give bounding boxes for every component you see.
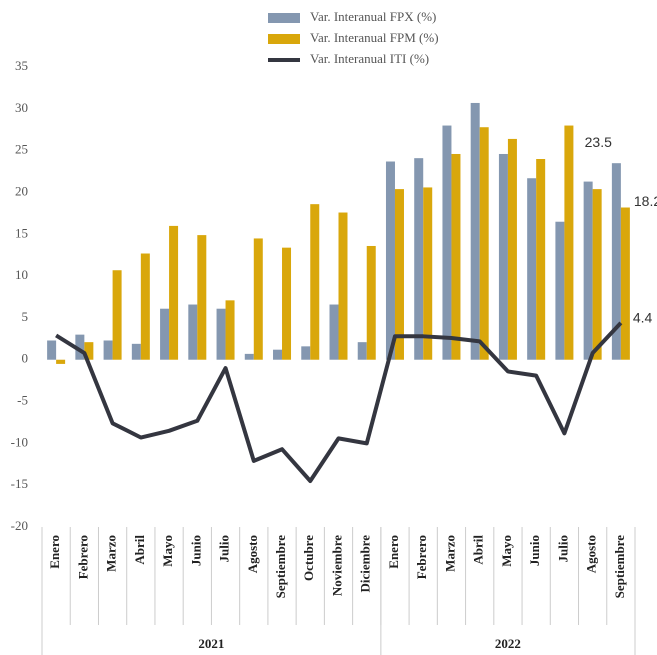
bar <box>225 300 235 360</box>
x-tick-label: Marzo <box>104 535 119 572</box>
bar <box>498 153 508 360</box>
legend-swatch <box>268 13 300 23</box>
bar <box>140 253 150 360</box>
bar <box>282 247 292 360</box>
x-tick-label: Febrero <box>75 535 90 579</box>
y-tick-label: -10 <box>11 434 28 449</box>
bar <box>470 102 480 360</box>
bar <box>329 304 339 360</box>
bar <box>507 138 517 360</box>
y-tick-label: -5 <box>17 393 28 408</box>
bar <box>564 125 574 360</box>
x-tick-label: Enero <box>47 535 62 569</box>
y-tick-label: 10 <box>15 267 28 282</box>
bar <box>112 270 122 360</box>
group-label: 2022 <box>495 636 521 651</box>
x-tick-label: Enero <box>386 535 401 569</box>
bar <box>620 207 630 360</box>
x-tick-label: Julio <box>555 535 570 562</box>
bar <box>75 334 85 360</box>
x-tick-label: Agosto <box>584 535 599 573</box>
x-tick-label: Diciembre <box>358 535 373 593</box>
x-tick-label: Septiembre <box>612 535 627 599</box>
bar <box>131 343 141 360</box>
x-tick-label: Mayo <box>160 535 175 567</box>
bar <box>169 225 179 360</box>
x-tick-label: Febrero <box>414 535 429 579</box>
bar <box>357 342 367 360</box>
bar <box>451 153 461 360</box>
x-tick-label: Abril <box>132 535 147 565</box>
y-tick-label: 25 <box>15 142 28 157</box>
data-label: 23.5 <box>585 134 612 150</box>
y-tick-label: -20 <box>11 518 28 533</box>
data-label: 18.2 <box>634 193 657 209</box>
group-label: 2021 <box>198 636 224 651</box>
bar <box>103 340 113 360</box>
legend-label: Var. Interanual FPX (%) <box>310 9 436 24</box>
bar <box>84 342 94 360</box>
bar <box>414 158 424 360</box>
y-tick-label: 5 <box>22 309 29 324</box>
x-tick-label: Agosto <box>245 535 260 573</box>
y-tick-label: 20 <box>15 183 28 198</box>
bar <box>273 349 283 360</box>
x-tick-label: Abril <box>471 535 486 565</box>
bar <box>423 187 433 360</box>
legend-label: Var. Interanual ITI (%) <box>310 51 429 66</box>
bar <box>244 353 254 360</box>
x-tick-label: Marzo <box>442 535 457 572</box>
bar <box>197 235 207 360</box>
x-tick-label: Junio <box>188 535 203 566</box>
x-tick-label: Septiembre <box>273 535 288 599</box>
bar <box>442 125 452 360</box>
bar <box>338 212 348 360</box>
x-tick-label: Noviembre <box>329 535 344 596</box>
bar <box>188 304 198 360</box>
y-tick-label: -15 <box>11 476 28 491</box>
bar <box>253 238 263 360</box>
bar <box>536 159 546 360</box>
line <box>55 321 623 483</box>
bar <box>160 308 170 360</box>
x-tick-label: Octubre <box>301 535 316 581</box>
legend-label: Var. Interanual FPM (%) <box>310 30 439 45</box>
bar <box>527 178 537 360</box>
bar <box>583 181 593 360</box>
legend-swatch <box>268 34 300 44</box>
y-tick-label: 30 <box>15 100 28 115</box>
x-tick-label: Julio <box>217 535 232 562</box>
y-tick-label: 35 <box>15 58 28 73</box>
x-tick-label: Junio <box>527 535 542 566</box>
y-tick-label: 0 <box>22 351 29 366</box>
data-label: 4.4 <box>633 310 653 326</box>
bar <box>47 340 57 360</box>
bar <box>301 346 311 360</box>
bar <box>366 245 376 360</box>
bar <box>592 189 602 360</box>
bar <box>611 163 621 360</box>
bar <box>555 221 565 360</box>
bar <box>310 204 320 360</box>
y-tick-label: 15 <box>15 225 28 240</box>
bar <box>56 359 66 364</box>
bar <box>394 189 404 360</box>
bar <box>385 161 395 360</box>
bar <box>216 308 226 360</box>
x-tick-label: Mayo <box>499 535 514 567</box>
bar <box>479 127 489 360</box>
